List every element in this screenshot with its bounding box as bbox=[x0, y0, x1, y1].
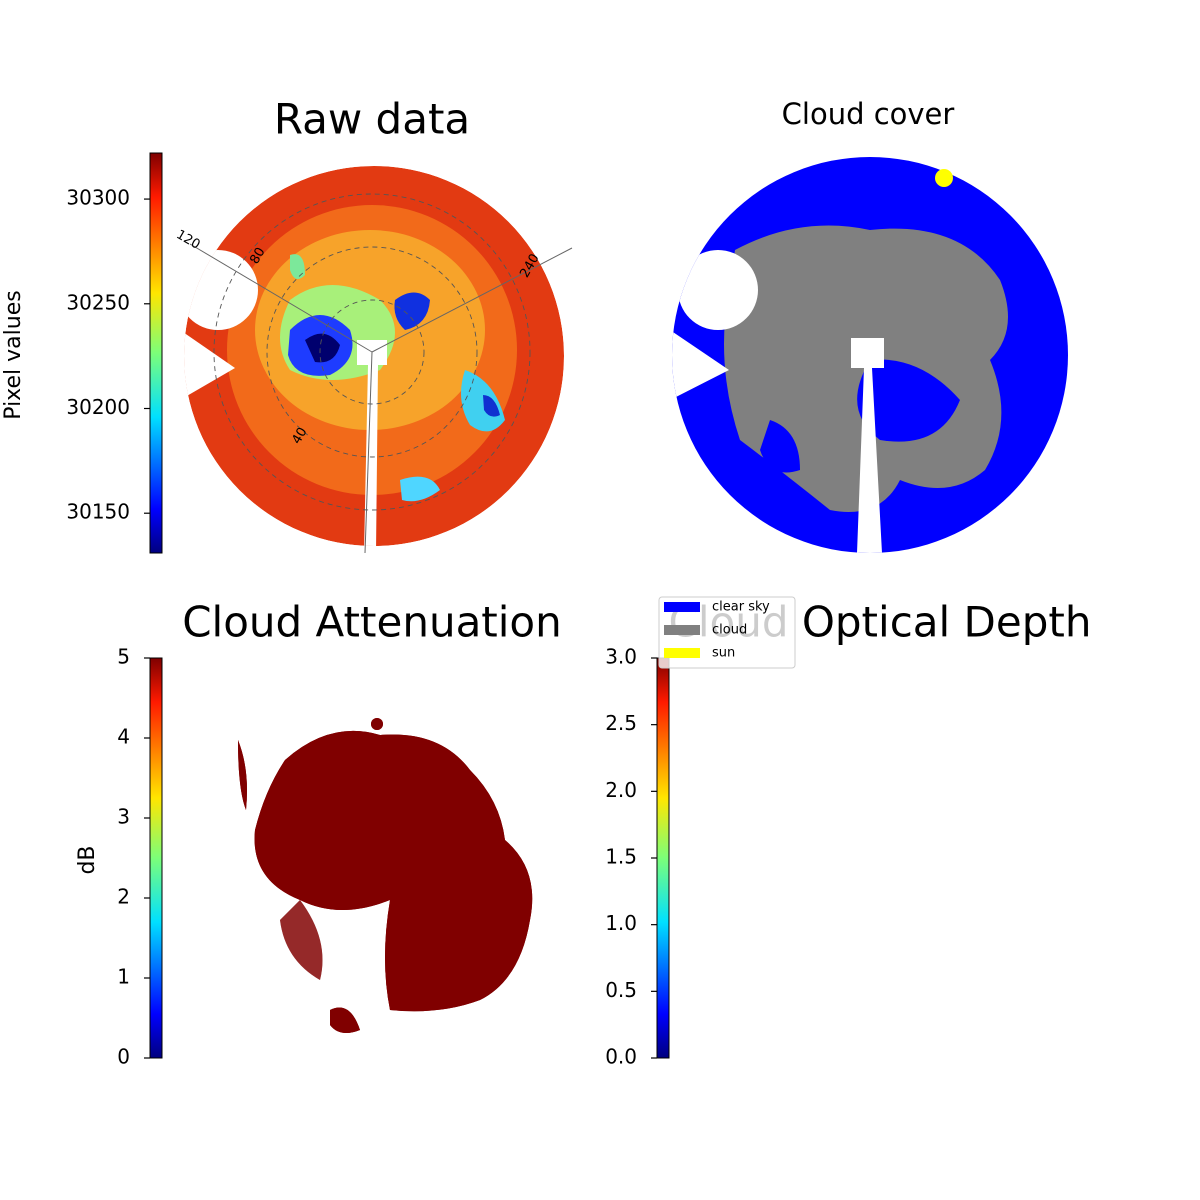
cloud-mask bbox=[254, 730, 533, 1012]
tick-label: 0.0 bbox=[605, 1045, 637, 1069]
tick-label: 30200 bbox=[66, 395, 130, 419]
cloud-mask-image bbox=[864, 842, 894, 1030]
tick-label: 2.0 bbox=[605, 778, 637, 802]
polar-grid bbox=[319, 299, 425, 405]
cloud-mask bbox=[238, 740, 247, 810]
pole bbox=[356, 842, 386, 1030]
legend-label: cloud bbox=[712, 623, 747, 638]
polar-label: 80 bbox=[247, 245, 268, 267]
clear-hole bbox=[857, 359, 960, 442]
cloud-cover-image bbox=[672, 157, 1068, 553]
legend-swatch bbox=[664, 648, 700, 658]
legend-label: sun bbox=[712, 646, 735, 661]
tick-label: 2.5 bbox=[605, 711, 637, 735]
tick-label: 1.5 bbox=[605, 845, 637, 869]
cloud-mask bbox=[371, 718, 383, 730]
clear-hole bbox=[760, 420, 800, 473]
notch bbox=[672, 330, 729, 400]
cloud-mask bbox=[280, 900, 323, 980]
legend-swatch bbox=[664, 625, 700, 635]
tick-label: 4 bbox=[117, 725, 130, 749]
polar-axis bbox=[189, 243, 373, 353]
notch bbox=[184, 330, 235, 400]
colorbar bbox=[656, 657, 670, 1059]
pole bbox=[864, 842, 894, 1030]
polar-axis bbox=[364, 351, 373, 554]
tick-label: 5 bbox=[117, 645, 130, 669]
green-patch bbox=[290, 254, 305, 279]
notch bbox=[678, 250, 758, 330]
raw-image bbox=[184, 166, 564, 546]
polar-axis bbox=[371, 247, 573, 353]
colorbar-label: Pixel values bbox=[1, 290, 26, 419]
polar-grid bbox=[266, 246, 478, 458]
cloud-mask bbox=[330, 1007, 360, 1034]
tick-label: 30150 bbox=[66, 500, 130, 524]
dark-patch bbox=[305, 333, 340, 363]
colorbar bbox=[149, 152, 163, 554]
tick-label: 0.5 bbox=[605, 978, 637, 1002]
sun-marker bbox=[935, 169, 953, 187]
tick-label: 1.0 bbox=[605, 911, 637, 935]
polar-label: 40 bbox=[289, 425, 310, 447]
tick-label: 0 bbox=[117, 1045, 130, 1069]
legend-swatch bbox=[664, 602, 700, 612]
pole bbox=[851, 338, 884, 553]
notch bbox=[184, 250, 258, 330]
cloud-mask-image bbox=[356, 842, 386, 1030]
tick-label: 3 bbox=[117, 805, 130, 829]
polar-grid bbox=[213, 193, 531, 511]
panel-title: Cloud cover bbox=[782, 97, 955, 131]
tick-label: 3.0 bbox=[605, 645, 637, 669]
colorbar-label: dB bbox=[75, 845, 100, 874]
blue-patch bbox=[483, 395, 500, 417]
tick-label: 2 bbox=[117, 885, 130, 909]
blue-patch bbox=[394, 292, 430, 330]
cyan-patch bbox=[400, 476, 440, 502]
colorbar bbox=[149, 657, 163, 1059]
tick-label: 30250 bbox=[66, 290, 130, 314]
legend-label: clear sky bbox=[712, 600, 770, 615]
pole bbox=[357, 340, 387, 546]
tick-label: 1 bbox=[117, 965, 130, 989]
panel-title: Raw data bbox=[274, 95, 470, 144]
panel-title: Cloud Attenuation bbox=[182, 598, 562, 647]
tick-label: 30300 bbox=[66, 186, 130, 210]
